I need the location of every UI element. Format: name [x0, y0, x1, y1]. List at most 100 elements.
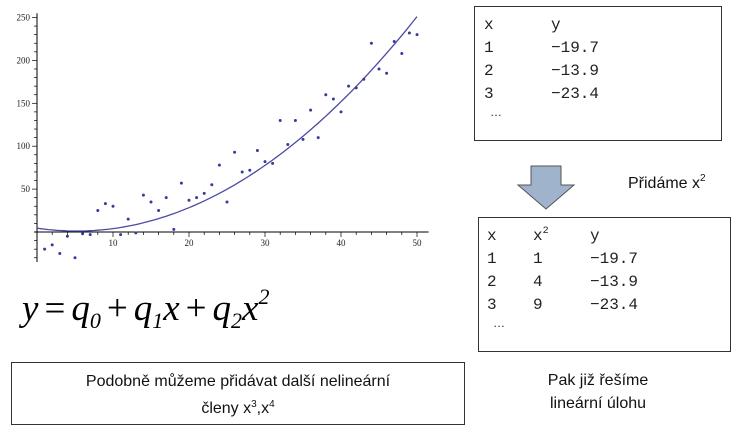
table1-grid: x y 1 −19.7 2 −13.9 3 −23.4 [484, 13, 599, 105]
formula-q0: q [71, 288, 90, 329]
formula-q2: q [212, 288, 232, 329]
data-point [179, 181, 183, 185]
table-cell: −13.9 [590, 272, 639, 291]
table1-ellipsis: … [490, 105, 502, 119]
down-arrow-icon [516, 165, 576, 210]
note-line-1: Podobně můžeme přidávat další nelineární [85, 373, 391, 390]
linear-problem-note: Pak již řešíme lineární úlohu [523, 369, 673, 415]
scatter-chart: 10 20 30 40 50 50 100 150 200 250 [17, 13, 429, 263]
formula-x2: x [242, 288, 259, 329]
note-right-line-1: Pak již řešíme [547, 372, 649, 389]
table2-header-x2-base: x [533, 227, 543, 245]
formula-y: y [22, 288, 39, 329]
y-tick-label: 50 [21, 184, 31, 194]
nonlinear-terms-note: Podobně můžeme přidávat další nelineární… [11, 362, 465, 425]
data-point [324, 93, 328, 97]
formula-plus-2: + [185, 288, 207, 329]
note-sup-4: 4 [269, 399, 275, 410]
data-point [233, 150, 237, 154]
data-point [369, 41, 373, 45]
data-point [195, 196, 199, 200]
data-point [202, 191, 206, 195]
data-point [301, 137, 305, 141]
data-point [172, 227, 176, 231]
y-tick-label: 100 [17, 141, 31, 151]
table-cell: −23.4 [551, 84, 600, 103]
data-point [164, 196, 168, 200]
data-point [362, 77, 366, 81]
fit-curve [36, 16, 418, 232]
data-point [392, 40, 396, 44]
data-point [339, 110, 343, 114]
y-tick-label: 250 [17, 13, 31, 23]
table-cell: 4 [533, 272, 543, 291]
data-point [149, 200, 153, 204]
data-point [347, 84, 351, 88]
formula-equals: = [44, 288, 66, 329]
data-point [377, 67, 381, 71]
table-row: 3 9 −23.4 [487, 293, 638, 316]
note-right-line-2: lineární úlohu [549, 395, 647, 412]
data-point [50, 243, 54, 247]
data-point [354, 86, 358, 90]
table2-header-y: y [590, 226, 600, 245]
formula-q0-sub: 0 [89, 308, 101, 333]
table1-header-x: x [484, 15, 494, 34]
table-cell: 1 [484, 38, 494, 57]
y-tick-label: 200 [17, 55, 31, 65]
note-sup-3: 3 [251, 399, 257, 410]
table-row: 1 −19.7 [484, 36, 599, 59]
table-cell: 1 [487, 249, 497, 268]
data-point [58, 251, 62, 255]
data-point [88, 233, 92, 237]
data-point [415, 33, 419, 37]
data-point [293, 118, 297, 122]
y-tick-label: 150 [17, 98, 31, 108]
data-point [141, 193, 145, 197]
table-cell: 3 [484, 84, 494, 103]
chart-axes: 10 20 30 40 50 50 100 150 200 250 [17, 13, 429, 263]
data-table-x-x2-y: x x2 y 1 1 −19.7 2 4 −13.9 3 9 −23.4 … [478, 217, 731, 352]
data-point [134, 231, 138, 235]
formula-q2-sub: 2 [231, 308, 242, 333]
note-line-2-text: členy x [201, 400, 252, 417]
table-cell: −19.7 [551, 38, 600, 57]
table-row: 1 1 −19.7 [487, 247, 638, 270]
data-point [96, 209, 100, 213]
table-cell: −23.4 [590, 295, 639, 314]
table-row: 3 −23.4 [484, 82, 599, 105]
table-cell: 2 [484, 61, 494, 80]
note-line-2: členy x3,x4 [12, 393, 464, 420]
data-point [278, 118, 282, 122]
data-point [263, 160, 267, 164]
table-row: 2 4 −13.9 [487, 270, 638, 293]
add-label-sup: 2 [700, 173, 706, 184]
data-point [385, 71, 389, 75]
table-cell: 9 [533, 295, 543, 314]
table-row: 2 −13.9 [484, 59, 599, 82]
data-point [255, 148, 259, 152]
data-point [187, 198, 191, 202]
table2-header-row: x x2 y [487, 224, 638, 247]
data-point [65, 234, 69, 238]
table2-header-x: x [487, 226, 497, 245]
data-point [210, 183, 214, 187]
data-point [81, 232, 85, 236]
formula-plus-1: + [106, 288, 128, 329]
add-x-squared-label: Přidáme x2 [628, 173, 706, 193]
formula-q1: q [133, 288, 153, 329]
data-points-layer [43, 31, 419, 260]
formula-x1: x [163, 288, 180, 329]
add-label-text: Přidáme x [628, 175, 701, 192]
table-cell: −13.9 [551, 61, 600, 80]
table-cell: 1 [533, 249, 543, 268]
table2-ellipsis: … [493, 316, 505, 330]
data-point [271, 161, 275, 165]
data-point [73, 256, 77, 260]
x-tick-label: 20 [185, 238, 195, 248]
data-point [248, 168, 252, 172]
table2-grid: x x2 y 1 1 −19.7 2 4 −13.9 3 9 −23.4 [487, 224, 638, 316]
formula-x2-sup: 2 [258, 284, 270, 309]
data-point [217, 163, 221, 167]
data-point [157, 209, 161, 213]
